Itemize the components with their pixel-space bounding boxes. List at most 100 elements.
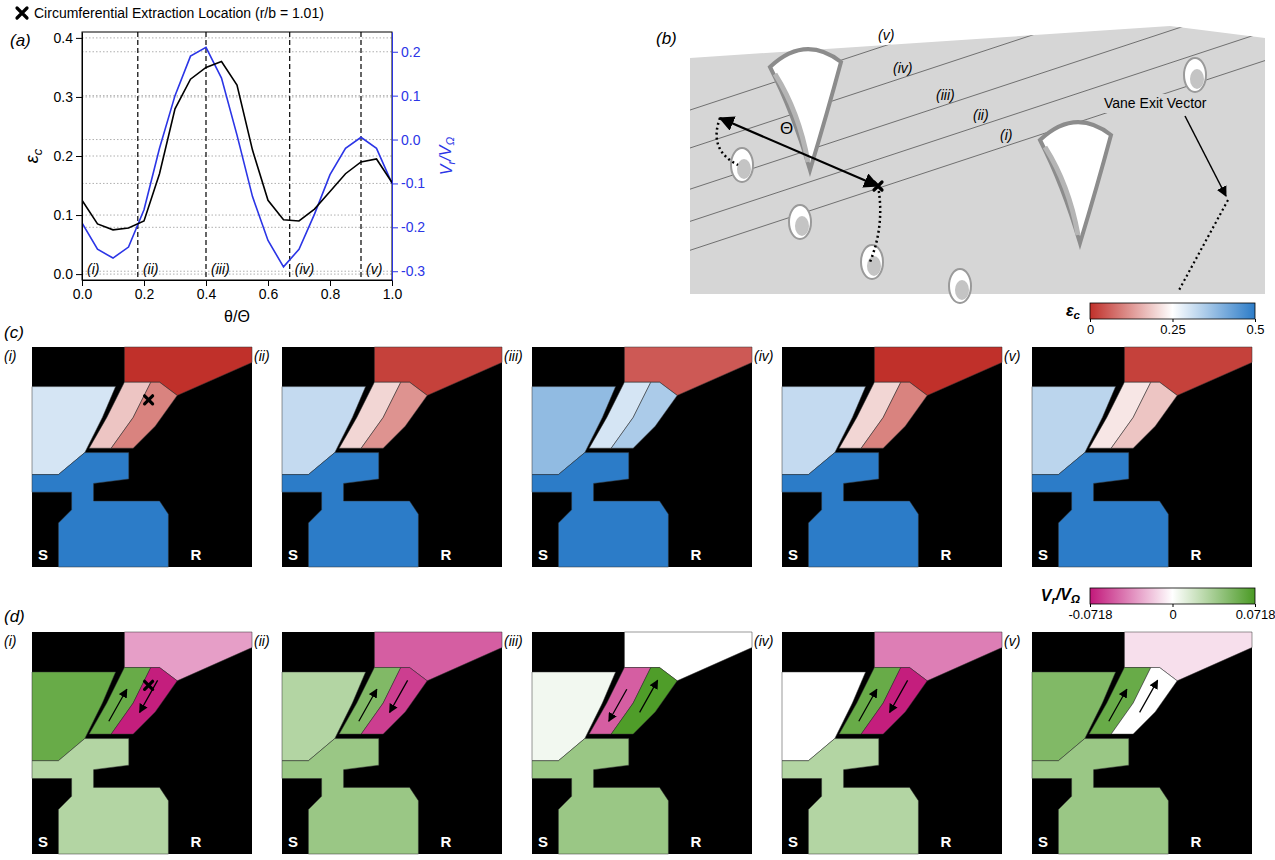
flow-arrow [1140, 680, 1158, 712]
label-patch [1100, 94, 1225, 113]
text-run: Θ [237, 308, 249, 325]
field-region [361, 668, 427, 735]
text-run: c [30, 148, 45, 155]
region-label: (iii) [211, 261, 230, 277]
colorbar-axis: -0.071800.0718 [1068, 604, 1275, 622]
tick-label: 0.25 [1160, 322, 1185, 337]
tick-mark [392, 96, 398, 97]
field-region [282, 739, 418, 854]
tick-mark [76, 156, 82, 157]
field-region [861, 668, 927, 735]
flow-arrow [390, 680, 408, 712]
rotor-label: R [1190, 833, 1201, 850]
tick-label: 0.0 [73, 286, 93, 302]
subpanel-label: (i) [4, 348, 16, 364]
text-run: Ω [444, 137, 456, 146]
reference-line [205, 32, 206, 280]
coolant-hole [861, 245, 883, 279]
field-panel: SR [532, 347, 752, 567]
region-label: (v) [366, 261, 382, 277]
figure-root: Circumferential Extraction Location (r/b… [0, 0, 1275, 860]
extraction-marker [17, 8, 27, 18]
tick: 0 [1087, 319, 1094, 337]
flow-arrow [640, 680, 658, 712]
tick: -0.0718 [1068, 604, 1112, 622]
solid-region [282, 347, 502, 567]
x-axis-title: θ/Θ [224, 308, 250, 325]
flow-arrow [609, 689, 627, 721]
panel-label: (b) [656, 29, 677, 48]
stator-label: S [788, 833, 798, 850]
grid-line [82, 139, 392, 140]
grid-line [82, 156, 392, 157]
tick: 0.2 [135, 280, 155, 302]
colorbar-axis: 0 0.25 0.5 [1087, 319, 1265, 337]
flow-arrow [359, 689, 377, 721]
field-panel: SR [532, 632, 752, 854]
y-axis: 0.00.10.20.30.4 [54, 30, 83, 282]
field-region [1111, 382, 1177, 448]
reference-line [137, 32, 138, 280]
tick: 1.0 [383, 280, 403, 302]
subpanel-label: (i) [4, 633, 16, 649]
flow-arrow [1109, 689, 1127, 721]
vane-exit-arrow [1185, 116, 1226, 196]
axis-line [392, 33, 393, 281]
tick-mark [76, 274, 82, 275]
solid-region [532, 347, 752, 567]
vane-exit-label: Vane Exit Vector [1104, 95, 1207, 111]
field-region [782, 739, 918, 854]
tick-label: 0.6 [259, 286, 279, 302]
vane-wall [1045, 147, 1078, 235]
tick: 0.1 [54, 207, 82, 223]
axis-line [82, 33, 83, 281]
stator-label: S [538, 546, 548, 563]
solid-region [32, 632, 252, 854]
grid-line [82, 37, 392, 38]
tick-label: 0 [1087, 322, 1094, 337]
plot-frame [82, 32, 392, 280]
rotor-label: R [440, 546, 451, 563]
flow-arrow [859, 689, 877, 721]
region-label: (ii) [143, 261, 159, 277]
grid-line [82, 274, 392, 275]
tick: 0.5 [1246, 319, 1264, 337]
field-region [861, 382, 927, 448]
colorbar [1090, 303, 1255, 319]
tick: -0.3 [392, 263, 425, 279]
flow-arrow [109, 689, 127, 721]
field-panel: SR [282, 347, 502, 567]
plot-area [82, 32, 392, 280]
colorbar-title: Vr/VΩ [1041, 586, 1080, 607]
colorbar [1090, 588, 1255, 604]
subpanel-label: (ii) [254, 633, 270, 649]
extraction-note: Circumferential Extraction Location (r/b… [34, 5, 324, 21]
tick-mark [76, 38, 82, 39]
subpanel-label: (iii) [504, 633, 523, 649]
rotor-label: R [1190, 546, 1201, 563]
tick: 0.6 [259, 280, 279, 302]
tick: 0.2 [392, 44, 421, 60]
platform-surface [690, 26, 1265, 294]
station-line [690, 61, 1265, 251]
station-label: (ii) [973, 107, 989, 123]
text-run: θ [224, 308, 233, 325]
colorbar-title: εc [1066, 302, 1081, 321]
vane-shadow [770, 49, 841, 170]
panel-label: (d) [4, 607, 25, 626]
pitch-arrow [720, 118, 878, 186]
grid-line [82, 95, 392, 96]
stator-label: S [1038, 546, 1048, 563]
field-region [611, 668, 677, 735]
tick-label: 0.8 [321, 286, 341, 302]
field-region [32, 739, 168, 854]
rotor-label: R [690, 546, 701, 563]
rotor-label: R [940, 833, 951, 850]
y2-axis: -0.3-0.2-0.10.00.10.2 [392, 33, 425, 281]
coolant-hole-inner [867, 256, 881, 276]
field-region [111, 382, 177, 448]
tick: 0.25 [1160, 319, 1185, 337]
tick: 0.0 [392, 132, 421, 148]
grid-line [82, 96, 392, 97]
region-label: (i) [87, 261, 99, 277]
